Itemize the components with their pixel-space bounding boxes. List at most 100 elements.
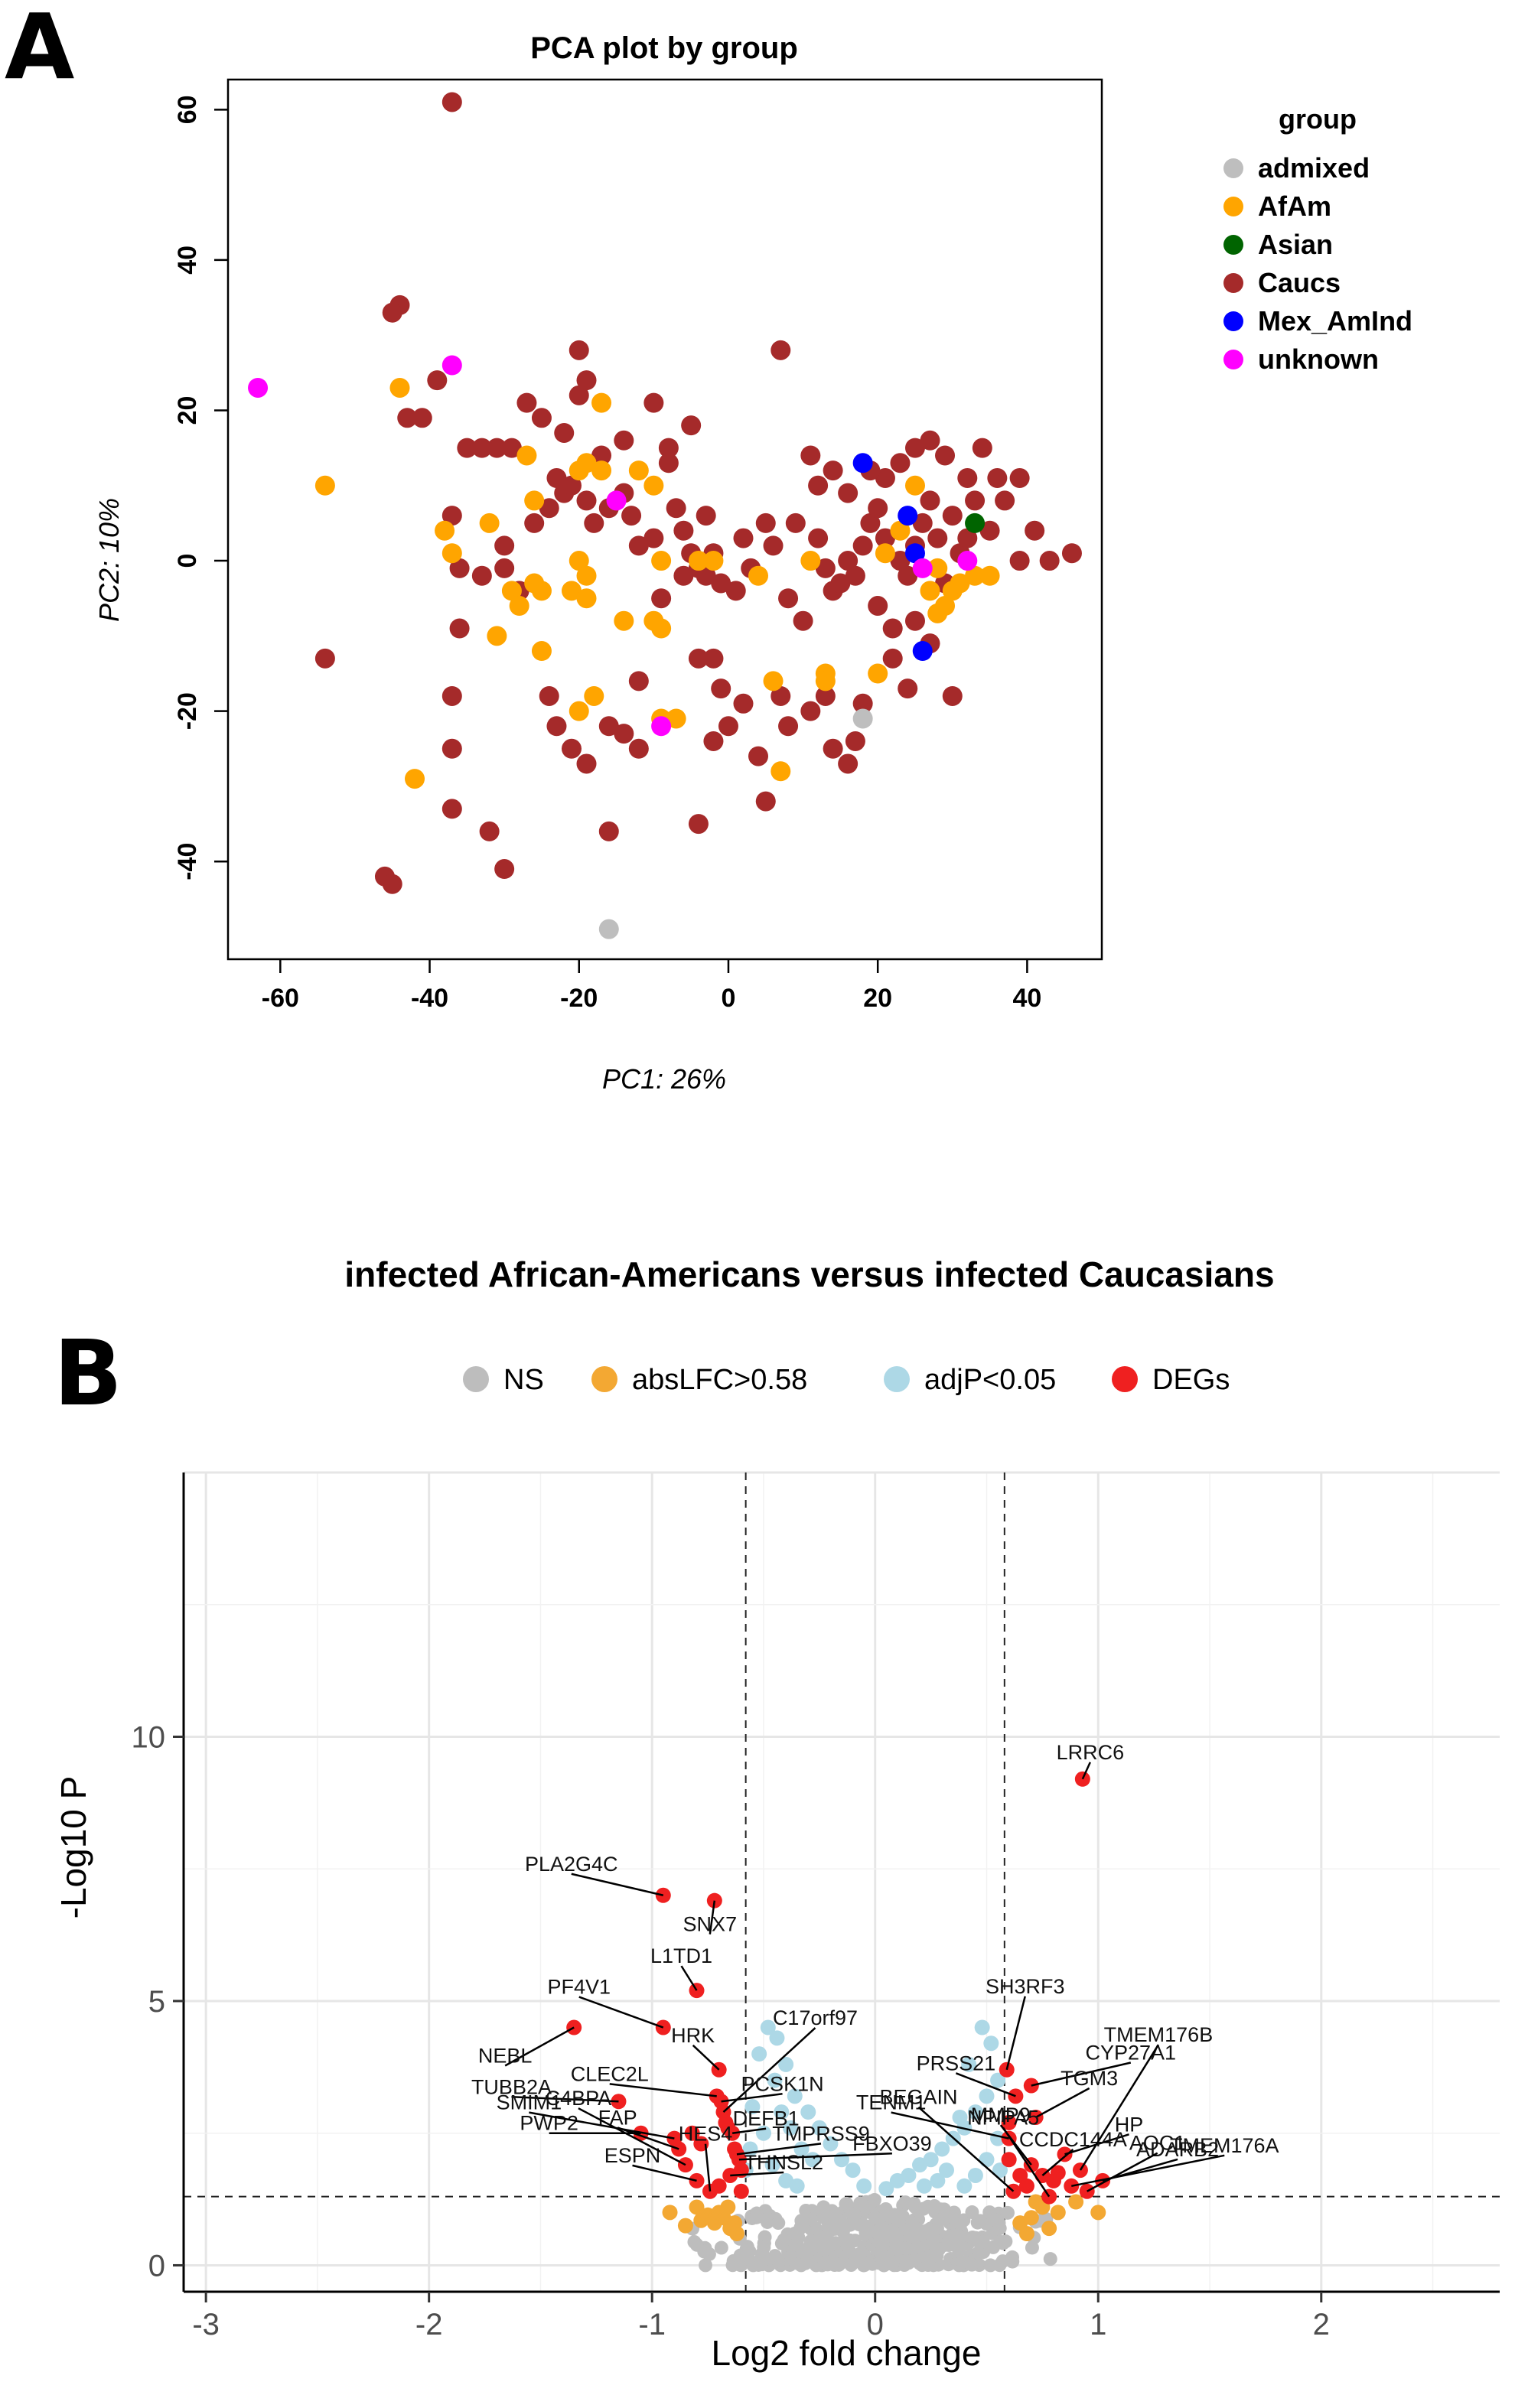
volcano-point-ns <box>869 2224 884 2239</box>
pca-legend-label: AfAm <box>1258 190 1331 222</box>
volcano-point-abslfc <box>1023 2210 1039 2226</box>
volcano-point-adjp <box>800 2104 816 2120</box>
volcano-point-adjp <box>845 2162 861 2179</box>
pca-point-caucs <box>800 701 821 721</box>
pca-point-caucs <box>875 467 895 488</box>
pca-point-caucs <box>614 430 634 451</box>
volcano-point-adjp <box>751 2046 767 2062</box>
pca-point-caucs <box>427 370 448 391</box>
volcano-gene-label: C17orf97 <box>773 2006 858 2029</box>
pca-point-afam <box>561 581 582 601</box>
volcano-gene-label: NPIPA5 <box>967 2107 1039 2130</box>
pca-point-afam <box>965 565 986 586</box>
volcano-gene-label: TMPRSS9 <box>772 2122 870 2145</box>
volcano-label-connector <box>709 1900 716 1935</box>
volcano-label-connector <box>571 1873 664 1896</box>
pca-point-caucs <box>800 445 821 466</box>
volcano-point-adjp <box>778 2056 794 2072</box>
pca-point-caucs <box>441 685 462 706</box>
pca-legend-swatch <box>1223 273 1243 293</box>
pca-point-caucs <box>457 438 477 458</box>
pca-title: PCA plot by group <box>530 31 798 65</box>
volcano-point-ns <box>965 2231 979 2245</box>
pca-point-caucs <box>808 475 829 496</box>
volcano-point-adjp <box>767 2072 783 2088</box>
volcano-point-ns <box>699 2258 713 2273</box>
pca-point-afam <box>703 551 724 571</box>
volcano-legend-swatch <box>1112 1366 1138 1392</box>
volcano-label-connector <box>1079 2044 1159 2171</box>
volcano-point-ns <box>873 2245 888 2260</box>
pca-point-caucs <box>904 438 925 458</box>
volcano-point-ns <box>752 2254 767 2269</box>
volcano-point-adjp <box>992 2162 1008 2179</box>
pca-point-caucs <box>763 535 784 556</box>
pca-point-afam <box>950 573 970 594</box>
volcano-point-ns <box>987 2212 1002 2227</box>
pca-point-caucs <box>815 685 836 706</box>
pca-point-caucs <box>860 513 881 533</box>
volcano-label-connector <box>891 2111 1009 2140</box>
volcano-point-ns <box>992 2258 1007 2273</box>
volcano-point-ns <box>816 2210 830 2224</box>
pca-point-caucs <box>449 618 470 639</box>
volcano-point-ns <box>806 2239 820 2253</box>
pca-y-tick-label: 40 <box>173 246 202 275</box>
volcano-point-ns <box>835 2217 849 2231</box>
pca-point-caucs <box>614 724 634 744</box>
volcano-label-connector <box>731 2127 767 2134</box>
volcano-point-deg <box>1041 2188 1057 2205</box>
volcano-label-connector <box>578 1996 664 2029</box>
pca-point-caucs <box>382 874 402 894</box>
pca-point-afam <box>479 513 500 533</box>
pca-point-caucs <box>725 581 746 601</box>
pca-point-afam <box>904 475 925 496</box>
volcano-gene-label: NEBL <box>478 2045 533 2068</box>
pca-point-caucs <box>979 520 1000 541</box>
pca-point-caucs <box>852 535 873 556</box>
pca-point-caucs <box>688 648 709 669</box>
volcano-point-ns <box>976 2234 990 2249</box>
volcano-point-ns <box>757 2240 771 2254</box>
pca-point-caucs <box>711 678 731 699</box>
pca-point-caucs <box>845 565 865 586</box>
volcano-point-abslfc <box>1041 2221 1057 2237</box>
volcano-x-tick-label: 1 <box>1090 2308 1106 2341</box>
pca-point-caucs <box>830 573 851 594</box>
volcano-point-adjp <box>939 2162 955 2179</box>
volcano-point-adjp <box>764 2157 780 2173</box>
pca-point-afam <box>651 618 672 639</box>
pca-x-axis: -60 -40 -20 0 20 40 <box>262 959 1041 1013</box>
volcano-label-connector <box>730 2171 784 2177</box>
pca-point-caucs <box>703 731 724 751</box>
volcano-point-adjp <box>744 2099 761 2115</box>
pca-point-caucs <box>942 506 963 526</box>
volcano-point-ns <box>963 2257 977 2271</box>
pca-point-afam <box>516 445 537 466</box>
pca-point-caucs <box>471 438 492 458</box>
pca-point-caucs <box>875 528 895 548</box>
volcano-point-ns <box>973 2214 987 2228</box>
pca-point-caucs <box>845 731 865 751</box>
volcano-point-abslfc <box>727 2215 743 2231</box>
volcano-label-connector <box>704 2143 712 2192</box>
volcano-gene-label: HES4 <box>679 2123 733 2146</box>
pca-point-caucs <box>576 490 597 511</box>
volcano-point-deg <box>684 2125 700 2141</box>
pca-point-afam <box>651 551 672 571</box>
pca-point-caucs <box>449 558 470 578</box>
volcano-point-ns <box>1004 2253 1018 2268</box>
pca-point-afam <box>920 581 940 601</box>
pca-point-caucs <box>1025 520 1045 541</box>
pca-point-afam <box>979 565 1000 586</box>
volcano-gene-label: TUBB2A <box>471 2075 552 2098</box>
pca-point-caucs <box>972 438 992 458</box>
pca-point-afam <box>531 581 552 601</box>
volcano-point-adjp <box>952 2109 968 2125</box>
pca-point-caucs <box>598 821 619 841</box>
pca-point-caucs <box>793 610 813 631</box>
pca-point-caucs <box>524 513 545 533</box>
volcano-point-deg <box>702 2183 718 2199</box>
volcano-point-ns <box>898 2241 912 2256</box>
